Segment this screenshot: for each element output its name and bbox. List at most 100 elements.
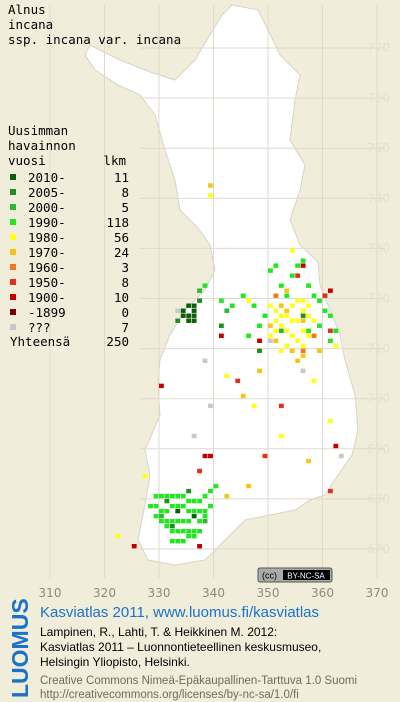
observation-square bbox=[246, 298, 252, 303]
observation-square bbox=[300, 343, 306, 348]
observation-square bbox=[197, 288, 202, 293]
legend-count: 118 bbox=[106, 215, 129, 230]
observation-square bbox=[186, 303, 192, 308]
observation-square bbox=[175, 493, 181, 499]
observation-square bbox=[273, 338, 279, 343]
observation-square bbox=[191, 528, 197, 534]
legend-count: 8 bbox=[121, 275, 129, 290]
legend-label: 2000- bbox=[28, 200, 66, 215]
observation-square bbox=[300, 328, 306, 333]
legend-swatch bbox=[10, 189, 16, 195]
observation-square bbox=[229, 303, 235, 308]
license[interactable]: http://creativecommons.org/licenses/by-n… bbox=[40, 689, 299, 701]
observation-square bbox=[333, 343, 339, 348]
y-tick-label: 700 bbox=[367, 392, 390, 406]
observation-square bbox=[197, 543, 202, 549]
observation-square bbox=[175, 503, 181, 509]
legend-label: ??? bbox=[28, 320, 51, 335]
legend-swatch bbox=[10, 324, 16, 330]
observation-square bbox=[186, 313, 192, 318]
observation-square bbox=[208, 193, 213, 198]
observation-square bbox=[327, 338, 333, 343]
observation-square bbox=[164, 523, 170, 529]
observation-square bbox=[202, 453, 208, 459]
observation-square bbox=[284, 288, 290, 293]
observation-square bbox=[268, 303, 273, 308]
x-tick-label: 350 bbox=[257, 586, 280, 600]
badge-inner bbox=[283, 570, 330, 580]
y-tick-label: 750 bbox=[367, 141, 390, 155]
observation-square bbox=[202, 493, 208, 499]
observation-square bbox=[278, 328, 284, 333]
x-tick-label: 310 bbox=[39, 586, 62, 600]
observation-square bbox=[169, 518, 175, 524]
observation-square bbox=[322, 308, 328, 313]
observation-square bbox=[289, 318, 295, 323]
observation-square bbox=[278, 433, 284, 439]
observation-square bbox=[322, 293, 328, 298]
observation-square bbox=[268, 323, 273, 328]
legend-swatch bbox=[10, 219, 16, 225]
observation-square bbox=[202, 513, 208, 519]
y-tick-label: 670 bbox=[367, 542, 390, 556]
legend-count: 24 bbox=[114, 245, 129, 260]
observation-square bbox=[300, 353, 306, 359]
observation-square bbox=[246, 333, 252, 338]
observation-square bbox=[306, 313, 311, 318]
observation-square bbox=[191, 433, 197, 439]
observation-square bbox=[278, 348, 284, 354]
y-tick-label: 680 bbox=[367, 492, 390, 506]
observation-square bbox=[300, 348, 306, 354]
observation-square bbox=[333, 328, 339, 333]
observation-square bbox=[186, 498, 192, 504]
observation-square bbox=[202, 518, 208, 524]
observation-square bbox=[180, 528, 186, 534]
citation: Helsingin Yliopisto, Helsinki. bbox=[40, 655, 190, 669]
legend-count: 8 bbox=[121, 185, 129, 200]
observation-square bbox=[327, 313, 333, 318]
legend-count: 3 bbox=[121, 260, 129, 275]
observation-square bbox=[186, 508, 192, 514]
observation-square bbox=[142, 473, 148, 479]
observation-square bbox=[169, 523, 175, 529]
observation-square bbox=[306, 283, 311, 288]
observation-square bbox=[327, 488, 333, 494]
observation-square bbox=[191, 313, 197, 318]
observation-square bbox=[300, 313, 306, 318]
observation-square bbox=[246, 483, 252, 489]
observation-square bbox=[191, 508, 197, 514]
observation-square bbox=[311, 378, 317, 384]
observation-square bbox=[240, 393, 246, 399]
observation-square bbox=[273, 293, 279, 298]
observation-square bbox=[164, 498, 170, 504]
legend-total-label: Yhteensä bbox=[10, 334, 70, 349]
observation-square bbox=[180, 518, 186, 524]
observation-square bbox=[191, 308, 197, 313]
observation-square bbox=[295, 338, 301, 343]
legend-swatch bbox=[10, 294, 16, 300]
x-tick-label: 330 bbox=[148, 586, 171, 600]
legend-label: 1970- bbox=[28, 245, 66, 260]
observation-square bbox=[251, 403, 257, 409]
observation-square bbox=[224, 493, 230, 499]
link[interactable]: Kasviatlas 2011, www.luomus.fi/kasviatla… bbox=[40, 604, 319, 621]
observation-square bbox=[317, 298, 322, 303]
observation-square bbox=[153, 493, 159, 499]
observation-square bbox=[164, 493, 170, 499]
observation-square bbox=[208, 488, 213, 494]
observation-square bbox=[306, 458, 311, 464]
legend-label: 2010- bbox=[28, 170, 66, 185]
observation-square bbox=[268, 333, 273, 338]
legend-swatch bbox=[10, 309, 16, 315]
observation-square bbox=[278, 313, 284, 318]
observation-square bbox=[278, 323, 284, 328]
observation-square bbox=[300, 308, 306, 313]
observation-square bbox=[284, 308, 290, 313]
observation-square bbox=[289, 333, 295, 338]
y-tick-label: 760 bbox=[367, 91, 390, 105]
observation-square bbox=[268, 338, 273, 343]
observation-square bbox=[180, 493, 186, 499]
observation-square bbox=[338, 453, 344, 459]
observation-square bbox=[169, 528, 175, 534]
